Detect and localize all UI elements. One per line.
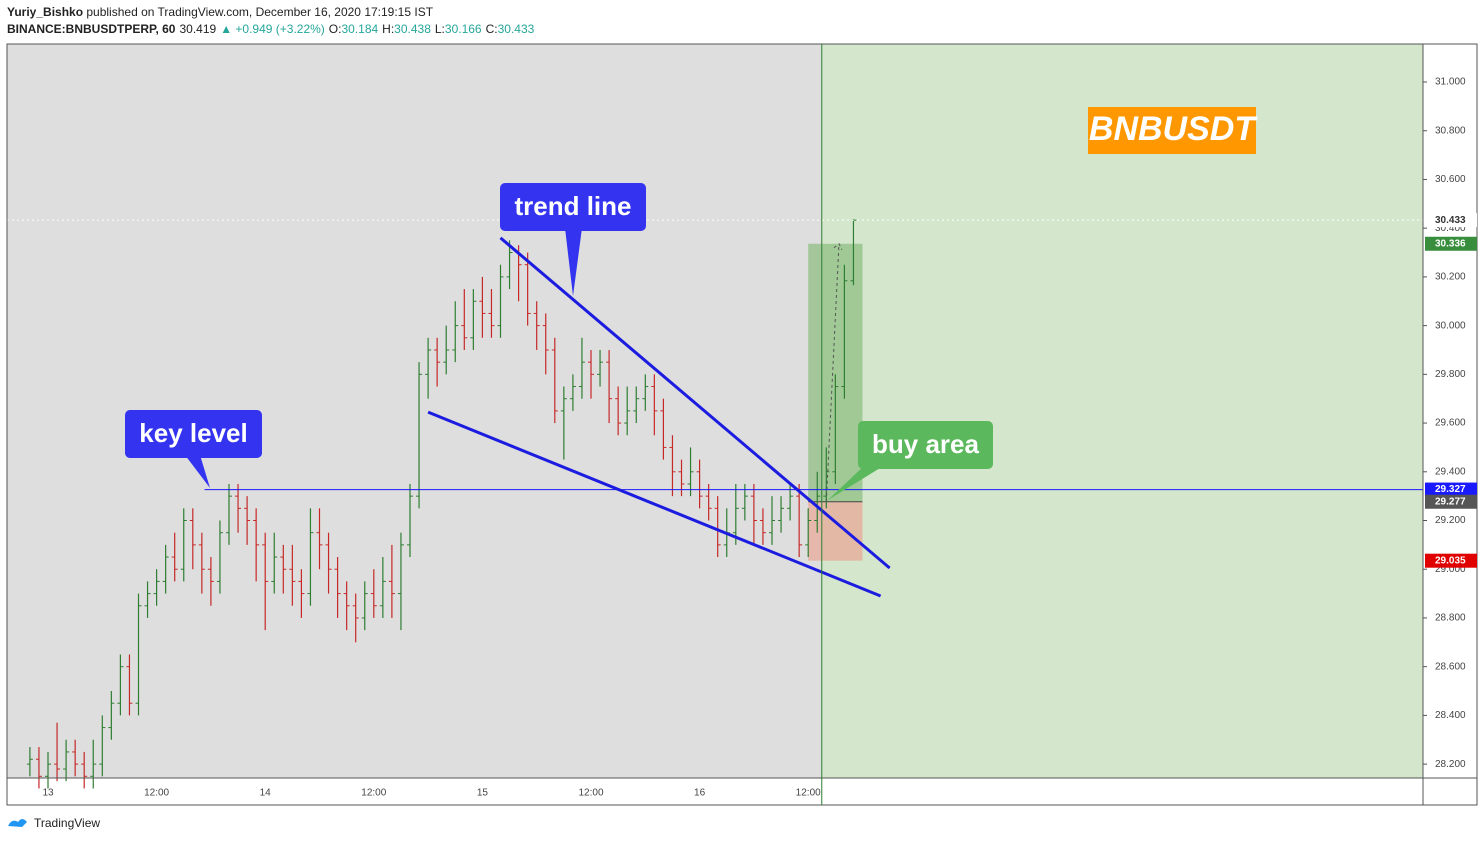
x-tick-label: 14 [260, 788, 272, 799]
stop-zone [808, 501, 863, 561]
y-tick-label: 29.800 [1435, 369, 1466, 380]
target-label: 30.336 [1435, 238, 1466, 249]
y-tick-label: 28.600 [1435, 661, 1466, 672]
y-tick-label: 30.800 [1435, 125, 1466, 136]
footer: TradingView [34, 816, 100, 830]
plot [7, 44, 1423, 789]
projection-arrow [825, 242, 843, 502]
y-tick-label: 31.000 [1435, 77, 1466, 88]
y-tick-label: 28.200 [1435, 759, 1466, 770]
h-value: 30.438 [394, 22, 431, 36]
trend-line-callout-box [500, 183, 646, 231]
key-level-label-bg [1425, 482, 1477, 497]
y-tick-label: 30.600 [1435, 174, 1466, 185]
x-tick-label: 12:00 [796, 788, 821, 799]
x-tick-label: 12:00 [361, 788, 386, 799]
logo [8, 819, 27, 827]
target-label-bg [1425, 236, 1477, 251]
key-level-callout-box [125, 410, 262, 458]
y-tick-label: 28.800 [1435, 613, 1466, 624]
y-tick-label: 30.200 [1435, 272, 1466, 283]
o-value: 30.184 [341, 22, 378, 36]
key-level-label: 29.327 [1435, 484, 1466, 495]
entry-label: 29.277 [1435, 496, 1466, 507]
last-price-label-bg [1425, 213, 1477, 228]
trend-line-callout: trend line [514, 191, 631, 221]
x-tick-label: 15 [477, 788, 489, 799]
c-label: C: [486, 22, 498, 36]
stop-label-bg [1425, 553, 1477, 568]
frame [6, 43, 1478, 806]
y-tick-label: 28.400 [1435, 710, 1466, 721]
c-value: 30.433 [498, 22, 535, 36]
l-value: 30.166 [445, 22, 482, 36]
published: published on TradingView.com, December 1… [83, 5, 434, 19]
trend-line [499, 236, 891, 570]
x-tick-label: 13 [42, 788, 54, 799]
l-label: L: [435, 22, 445, 36]
entry-label-bg [1425, 494, 1477, 509]
buy-area-callout-pointer [828, 465, 885, 500]
header-line-1: Yuriy_Bishko published on TradingView.co… [7, 5, 434, 19]
author: Yuriy_Bishko [7, 5, 83, 19]
h-label: H: [382, 22, 394, 36]
change: ▲ +0.949 (+3.22%) [220, 22, 325, 36]
y-tick-label: 30.000 [1435, 320, 1466, 331]
x-tick-label: 16 [694, 788, 706, 799]
last: 30.419 [179, 22, 216, 36]
buy-area-callout-box [858, 421, 993, 469]
y-tick-label: 29.600 [1435, 418, 1466, 429]
y-tick-label: 29.400 [1435, 466, 1466, 477]
y-tick-label: 29.000 [1435, 564, 1466, 575]
y-tick-label: 30.400 [1435, 223, 1466, 234]
key-level-callout-pointer [185, 455, 210, 488]
symbol: BINANCE:BNBUSDTPERP, 60 [7, 22, 176, 36]
last-price-label: 30.433 [1435, 215, 1466, 226]
symbol-box [1088, 107, 1256, 154]
stop-label: 29.035 [1435, 555, 1466, 566]
future-region [821, 44, 1423, 778]
o-label: O: [329, 22, 342, 36]
trend-line [427, 410, 882, 598]
header-line-2: BINANCE:BNBUSDTPERP, 60 30.419 ▲ +0.949 (+… [7, 22, 535, 36]
x-tick-label: 12:00 [144, 788, 169, 799]
buy-area-callout: buy area [872, 429, 979, 459]
key-level-callout: key level [139, 418, 247, 448]
x-tick-label: 12:00 [578, 788, 603, 799]
symbol-label: BNBUSDT [1089, 110, 1258, 148]
trend-line-callout-pointer [565, 228, 582, 296]
y-tick-label: 29.200 [1435, 515, 1466, 526]
